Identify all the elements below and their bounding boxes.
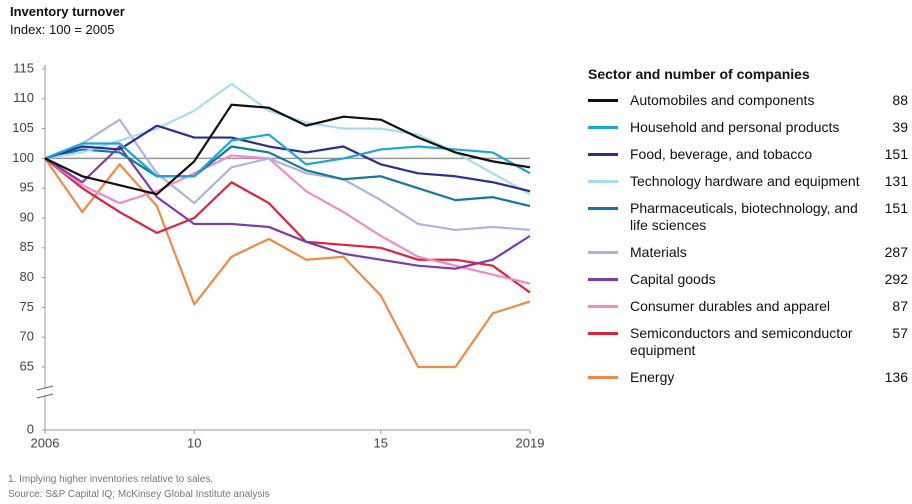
y-tick-label: 85: [20, 239, 34, 254]
legend-swatch: [588, 251, 618, 254]
legend-swatch: [588, 278, 618, 281]
legend-count: 151: [884, 146, 908, 162]
legend-count: 136: [884, 369, 908, 385]
legend-count: 87: [892, 298, 908, 314]
y-tick-label: 65: [20, 358, 34, 373]
legend-label: Pharmaceuticals, biotechnology, and life…: [630, 200, 858, 233]
legend-label: Food, beverage, and tobacco: [630, 146, 813, 162]
y-tick-label: 95: [20, 180, 34, 195]
y-tick-label: 80: [20, 269, 34, 284]
legend-swatch: [588, 99, 618, 102]
axis-break: [36, 393, 54, 399]
y-tick-label: 110: [13, 90, 34, 105]
legend-label: Automobiles and components: [630, 92, 815, 108]
legend-item: Consumer durables and apparel 87: [588, 298, 908, 315]
y-tick-label: 115: [13, 60, 34, 75]
legend-count: 287: [884, 244, 908, 260]
legend-item: Household and personal products 39: [588, 119, 908, 136]
x-tick-label: 15: [374, 435, 388, 450]
legend-swatch: [588, 207, 618, 210]
chart-subtitle: Index: 100 = 2005: [10, 22, 115, 37]
legend-count: 57: [892, 325, 908, 341]
legend-swatch: [588, 153, 618, 156]
legend-count: 292: [884, 271, 908, 287]
y-tick-label: 75: [20, 299, 34, 314]
y-tick-label: 90: [20, 209, 34, 224]
x-tick-label: 10: [187, 435, 201, 450]
footnote: 1. Implying higher inventories relative …: [8, 474, 214, 485]
source: Source: S&P Capital IQ; McKinsey Global …: [8, 489, 270, 500]
series-line: [44, 145, 531, 208]
legend-item: Materials 287: [588, 244, 908, 261]
legend-item: Capital goods 292: [588, 271, 908, 288]
legend-swatch: [588, 180, 618, 183]
chart-title: Inventory turnover: [10, 4, 125, 19]
legend-item: Technology hardware and equipment 131: [588, 173, 908, 190]
legend-count: 39: [892, 119, 908, 135]
y-tick-label: 70: [20, 329, 34, 344]
series-line: [44, 157, 531, 369]
legend-label: Semiconductors and semiconductor equipme…: [630, 325, 853, 358]
legend-title: Sector and number of companies: [588, 66, 810, 82]
legend-label: Technology hardware and equipment: [630, 173, 860, 189]
series-line: [44, 145, 531, 270]
legend-item: Pharmaceuticals, biotechnology, and life…: [588, 200, 908, 234]
series-line: [44, 103, 531, 196]
legend-label: Capital goods: [630, 271, 716, 287]
legend-item: Semiconductors and semiconductor equipme…: [588, 325, 908, 359]
legend-item: Food, beverage, and tobacco 151: [588, 146, 908, 163]
legend-label: Materials: [630, 244, 687, 260]
legend-swatch: [588, 332, 618, 335]
legend-label: Household and personal products: [630, 119, 840, 135]
legend-label: Consumer durables and apparel: [630, 298, 831, 314]
y-tick-label: 0: [27, 421, 34, 436]
legend: Automobiles and components 88 Household an…: [588, 92, 908, 396]
legend-swatch: [588, 126, 618, 129]
series-line: [44, 154, 531, 285]
y-tick-label: 105: [12, 120, 34, 135]
legend-swatch: [588, 376, 618, 379]
y-tick-label: 100: [12, 150, 34, 165]
x-tick-label: 2019: [516, 435, 545, 450]
legend-swatch: [588, 305, 618, 308]
series-line: [44, 157, 531, 294]
legend-count: 131: [884, 173, 908, 189]
legend-item: Automobiles and components 88: [588, 92, 908, 109]
legend-count: 88: [892, 92, 908, 108]
legend-item: Energy 136: [588, 369, 908, 386]
axis-break: [36, 385, 54, 391]
series-line: [44, 118, 531, 232]
x-tick-label: 2006: [31, 435, 60, 450]
legend-count: 151: [884, 200, 908, 216]
legend-label: Energy: [630, 369, 675, 385]
